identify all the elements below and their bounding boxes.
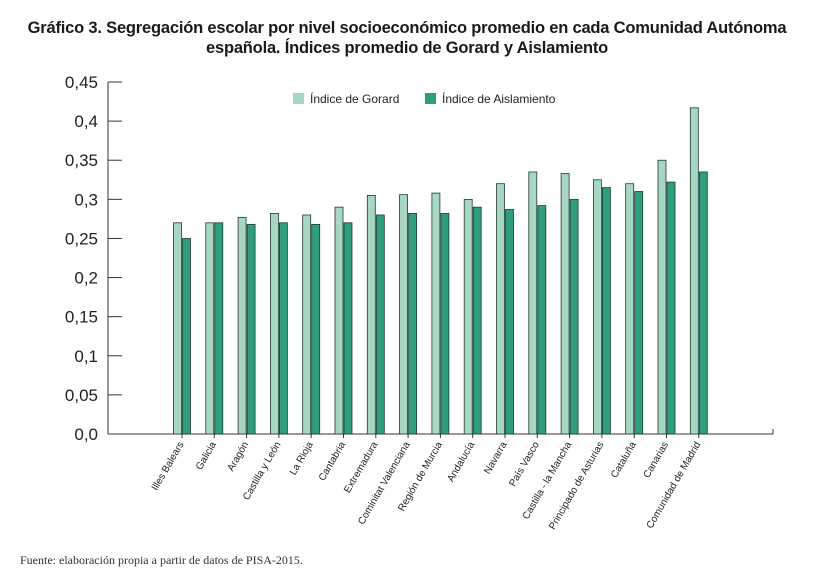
y-tick-label: 0,35 <box>65 151 98 170</box>
bar-aislamiento <box>472 206 482 435</box>
bar-aislamiento <box>537 205 547 435</box>
bar-aislamiento <box>311 223 321 435</box>
bar-gorard <box>366 195 376 435</box>
legend-swatch <box>425 93 436 104</box>
bar-gorard <box>528 171 538 435</box>
x-tick-label: Cantabria <box>317 440 348 483</box>
bar-aislamiento <box>246 223 256 435</box>
bar-aislamiento <box>408 213 418 435</box>
bar-gorard <box>625 183 635 435</box>
y-tick-label: 0,3 <box>74 190 98 209</box>
y-tick-label: 0,25 <box>65 229 98 248</box>
y-tick-label: 0,4 <box>74 112 98 131</box>
bar-gorard <box>689 107 699 435</box>
y-tick-label: 0,05 <box>65 386 98 405</box>
x-tick-label: País Vasco <box>507 440 542 489</box>
legend-swatch <box>293 93 304 104</box>
legend-label: Índice de Gorard <box>310 91 399 106</box>
bar-gorard <box>237 216 247 435</box>
legend-label: Índice de Aislamiento <box>442 91 556 106</box>
bar-aislamiento <box>634 191 644 435</box>
bar-aislamiento <box>505 209 514 435</box>
bar-aislamiento <box>375 214 385 435</box>
bar-aislamiento <box>182 238 191 435</box>
y-tick-label: 0,0 <box>74 425 98 444</box>
bar-gorard <box>496 183 505 435</box>
bar-gorard <box>205 222 215 435</box>
bar-aislamiento <box>278 222 288 435</box>
bar-aislamiento <box>698 171 708 435</box>
x-tick-label: Cataluña <box>609 440 639 481</box>
y-tick-label: 0,45 <box>65 73 98 92</box>
x-tick-label: Aragón <box>226 440 252 473</box>
bar-aislamiento <box>666 181 676 435</box>
chart-title: Gráfico 3. Segregación escolar por nivel… <box>0 18 814 58</box>
y-tick-label: 0,2 <box>74 269 98 288</box>
source-note: Fuente: elaboración propia a partir de d… <box>20 553 303 567</box>
bar-gorard <box>173 222 182 435</box>
bar-gorard <box>269 213 279 435</box>
y-tick-label: 0,1 <box>74 347 98 366</box>
bar-gorard <box>431 192 441 435</box>
bar-gorard <box>334 206 344 435</box>
x-tick-label: Illes Balears <box>150 440 187 493</box>
bar-aislamiento <box>343 222 353 435</box>
bar-gorard <box>657 159 667 435</box>
chart-title-line1: Gráfico 3. Segregación escolar por nivel… <box>27 19 787 37</box>
bar-gorard <box>593 179 602 435</box>
bar-aislamiento <box>602 187 611 435</box>
y-tick-label: 0,15 <box>65 308 98 327</box>
x-tick-label: Canarias <box>642 440 672 480</box>
bar-gorard <box>399 194 409 435</box>
bar-gorard <box>560 173 570 435</box>
bar-aislamiento <box>440 213 450 435</box>
x-tick-label: La Rioja <box>288 440 316 478</box>
bar-aislamiento <box>569 198 579 435</box>
bar-chart: 0,0 0,05 0,1 0,15 0,2 0,25 0,3 0,35 0,4 0,45 Illes… <box>65 73 774 532</box>
bar-gorard <box>463 198 473 435</box>
x-tick-label: Navarra <box>482 440 510 477</box>
x-tick-label: Extremadura <box>342 440 380 495</box>
chart-title-line2: española. Índices promedio de Gorard y A… <box>206 39 608 57</box>
x-tick-label: Galicia <box>194 440 219 472</box>
bar-aislamiento <box>214 222 224 435</box>
bar-gorard <box>302 214 312 435</box>
x-tick-label: Andalucía <box>446 440 478 484</box>
